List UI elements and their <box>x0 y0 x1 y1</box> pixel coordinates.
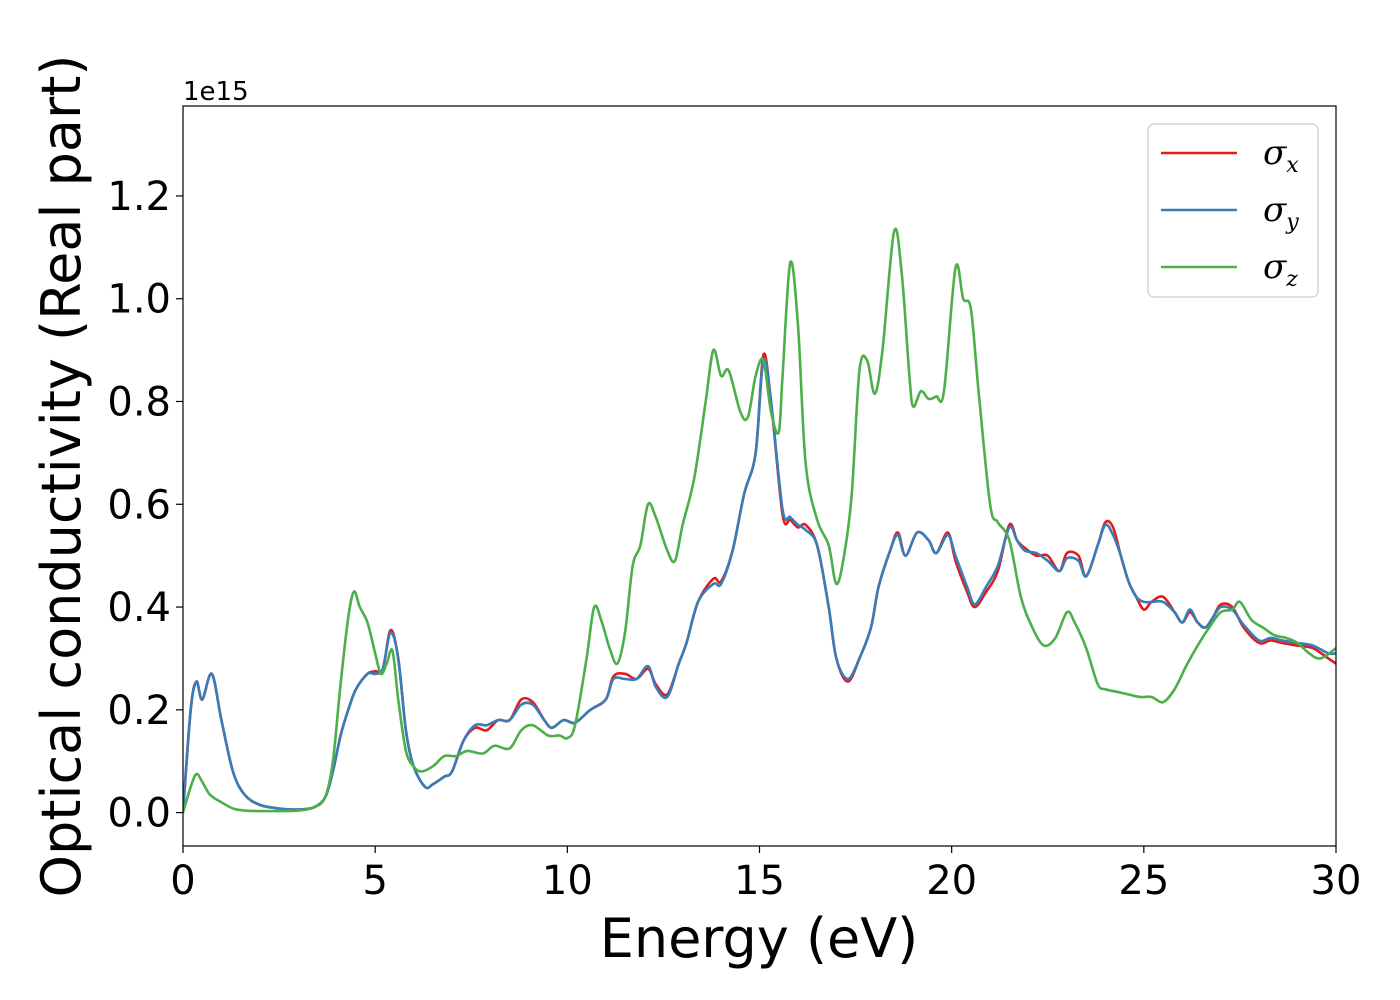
series-line-z <box>183 227 1336 813</box>
x-tick-label: 0 <box>170 858 195 904</box>
y-tick-label: 0.8 <box>107 379 171 425</box>
y-axis-label: Optical conductivity (Real part) <box>30 55 93 898</box>
x-axis-label: Energy (eV) <box>600 907 919 970</box>
y-tick-label: 0.0 <box>107 791 171 837</box>
x-tick-label: 15 <box>734 858 785 904</box>
x-tick-label: 5 <box>362 858 387 904</box>
x-tick-label: 30 <box>1311 858 1362 904</box>
legend-label-y: σy <box>1263 190 1299 235</box>
legend-label-x: σx <box>1263 133 1299 178</box>
x-tick-label: 20 <box>926 858 977 904</box>
y-tick-label: 0.6 <box>107 482 171 528</box>
series-layer <box>183 227 1336 813</box>
x-axis-ticks: 0 5 10 15 20 25 30 <box>170 846 1361 904</box>
y-tick-label: 0.2 <box>107 688 171 734</box>
y-axis-ticks: 0.0 0.2 0.4 0.6 0.8 1.0 1.2 <box>107 174 183 837</box>
y-tick-label: 0.4 <box>107 585 171 631</box>
y-tick-label: 1.2 <box>107 174 171 220</box>
x-tick-label: 10 <box>542 858 593 904</box>
y-tick-label: 1.0 <box>107 277 171 323</box>
series-line-y <box>183 357 1336 813</box>
legend-label-z: σz <box>1263 247 1298 292</box>
legend: σx σy σz <box>1147 123 1319 298</box>
x-tick-label: 25 <box>1118 858 1169 904</box>
y-offset-label: 1e15 <box>183 77 249 107</box>
